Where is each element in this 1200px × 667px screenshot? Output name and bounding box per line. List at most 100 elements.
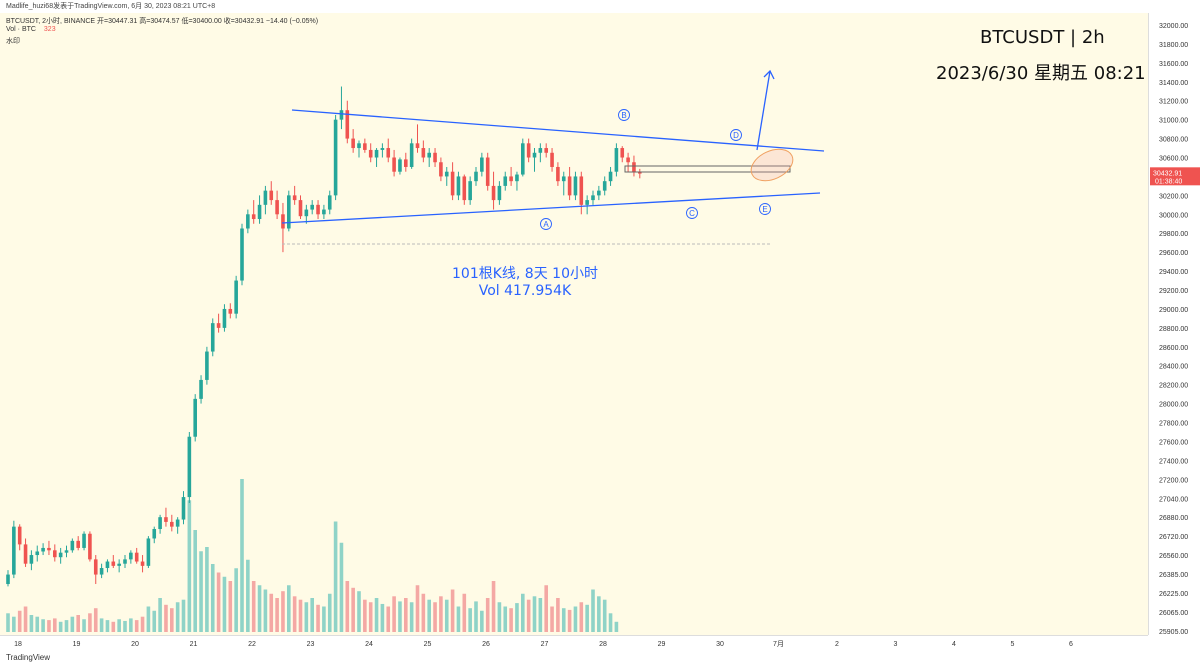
candle-body <box>181 497 186 520</box>
volume-legend-label: Vol · BTC <box>6 26 36 33</box>
wave-label: B <box>621 111 626 120</box>
volume-bar <box>380 603 385 632</box>
volume-bar <box>597 596 601 632</box>
candle-body <box>29 555 34 564</box>
volume-bar <box>386 606 391 632</box>
volume-bar <box>287 585 291 632</box>
lower-trendline <box>281 192 821 224</box>
price-tick-label: 26880.00 <box>1159 515 1188 522</box>
volume-bar <box>567 609 572 632</box>
candle-body <box>193 398 197 437</box>
candle-body <box>70 540 75 551</box>
candle-body <box>263 190 268 205</box>
volume-bar <box>216 572 221 632</box>
candle-body <box>433 152 437 163</box>
price-tick-label: 28600.00 <box>1159 345 1188 352</box>
candle-body <box>99 568 104 575</box>
candle-body <box>544 148 548 153</box>
volume-bar <box>515 603 519 632</box>
time-tick-label: 26 <box>482 641 490 648</box>
candle-body <box>404 159 408 167</box>
volume-bar <box>17 610 22 632</box>
range-annotation-volume: Vol 417.954K <box>478 283 572 299</box>
candle-body <box>6 574 10 585</box>
candle-body <box>210 323 215 352</box>
volume-bar <box>474 601 478 632</box>
volume-bar <box>275 598 279 632</box>
price-axis[interactable]: 32000.00 31800.00 31600.00 31400.00 31200.00… <box>1148 13 1200 655</box>
candle-body <box>614 148 619 172</box>
volume-bar <box>339 542 344 632</box>
time-tick-label: 21 <box>190 641 198 648</box>
volume-bar <box>105 620 110 632</box>
candle-body <box>322 209 326 215</box>
volume-bar <box>439 596 443 632</box>
volume-bar <box>269 593 274 632</box>
candle-body <box>216 323 221 328</box>
time-tick-label: 20 <box>131 641 139 648</box>
price-tick-label: 28800.00 <box>1159 326 1188 333</box>
candle-body <box>246 214 250 229</box>
price-tick-label: 27200.00 <box>1159 477 1188 484</box>
breakout-arrowhead <box>763 69 775 80</box>
candle-body <box>140 561 145 566</box>
volume-legend-value: 323 <box>43 26 56 33</box>
volume-bar <box>368 602 373 632</box>
volume-bar <box>526 599 531 632</box>
candle-body <box>23 544 28 564</box>
chart-area[interactable]: A B C D E BTCUSDT, 2小时, BINANCE 开=30447.31 高… <box>0 13 1148 635</box>
candle-body <box>310 204 314 210</box>
candle-body <box>152 529 157 539</box>
time-tick-label: 25 <box>424 641 432 648</box>
volume-bar <box>111 621 116 632</box>
candle-body <box>345 110 350 139</box>
volume-bar <box>544 585 548 632</box>
candle-body <box>105 561 110 569</box>
candle-body <box>12 526 16 575</box>
time-tick-label: 19 <box>73 641 81 648</box>
price-tick-label: 28200.00 <box>1159 383 1188 390</box>
volume-bar <box>316 604 320 632</box>
candle-body <box>240 228 244 281</box>
volume-bar <box>199 551 203 632</box>
volume-bar <box>521 593 525 632</box>
volume-bar <box>345 581 350 632</box>
price-tick-label: 26720.00 <box>1159 534 1188 541</box>
volume-bar <box>193 530 197 632</box>
time-tick-label: 6 <box>1069 641 1073 648</box>
candle-body <box>205 351 209 380</box>
price-tick-label: 30600.00 <box>1159 156 1188 163</box>
candle-body <box>269 190 274 201</box>
candle-body <box>41 547 45 552</box>
volume-bar <box>251 581 256 632</box>
volume-bar <box>93 608 98 632</box>
time-tick-label: 2 <box>835 641 839 648</box>
volume-bar <box>129 618 133 632</box>
price-tick-label: 30000.00 <box>1159 212 1188 219</box>
attribution-text: Madlife_huzi68发表于TradingView.com, 6月 30,… <box>6 3 216 10</box>
watermark-legend: 水印 <box>6 38 20 45</box>
time-tick-label: 4 <box>952 641 956 648</box>
candle-body <box>538 148 543 153</box>
attribution-bar: Madlife_huzi68发表于TradingView.com, 6月 30,… <box>0 0 1200 13</box>
wave-label: E <box>762 205 767 214</box>
breakout-arrow-line <box>756 70 771 151</box>
candle-body <box>626 157 630 163</box>
candle-body <box>561 176 566 182</box>
candle-body <box>585 200 589 205</box>
candle-body <box>158 517 162 530</box>
wave-label: C <box>689 209 695 218</box>
price-chart[interactable]: A B C D E <box>0 13 1148 635</box>
candle-body <box>363 143 367 150</box>
volume-bar <box>35 616 40 632</box>
upper-trendline <box>291 109 825 152</box>
volume-bar <box>415 585 420 632</box>
highlight-ellipse <box>750 148 794 182</box>
volume-bar <box>246 559 250 632</box>
volume-bar <box>123 620 127 632</box>
volume-bar <box>222 576 227 632</box>
candle-body <box>275 200 279 215</box>
candle-body <box>526 143 531 158</box>
candle-body <box>462 176 467 201</box>
time-axis[interactable]: 18 19 20 21 22 23 24 25 26 27 28 29 30 7月 2 3 4 5 6 <box>0 635 1148 650</box>
